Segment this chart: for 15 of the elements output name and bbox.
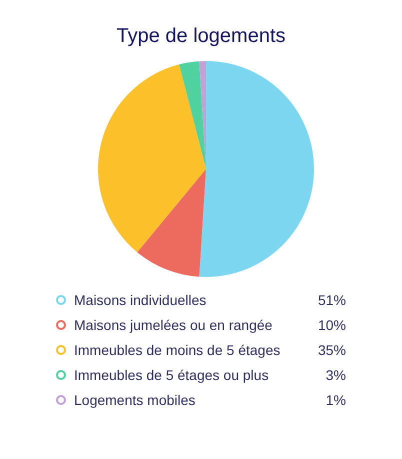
legend-label: Maisons individuelles: [74, 292, 208, 308]
legend-label: Immeubles de 5 étages ou plus: [74, 366, 270, 382]
legend-label: Logements mobiles: [74, 392, 196, 408]
data-label: 35%: [318, 342, 346, 358]
legend-label: Maisons jumelées ou en rangée: [74, 316, 274, 332]
pie-slice: [179, 61, 206, 169]
data-label: 51%: [318, 292, 346, 308]
data-label: 1%: [326, 392, 346, 408]
data-label: 3%: [326, 366, 346, 382]
pie-slice: [199, 61, 314, 277]
chart-title: Type de logements: [116, 24, 286, 48]
pie-slice: [137, 169, 206, 277]
data-label: 10%: [318, 316, 346, 332]
legend-label: Immeubles de moins de 5 étages: [74, 342, 282, 358]
pie-slice: [98, 64, 206, 252]
